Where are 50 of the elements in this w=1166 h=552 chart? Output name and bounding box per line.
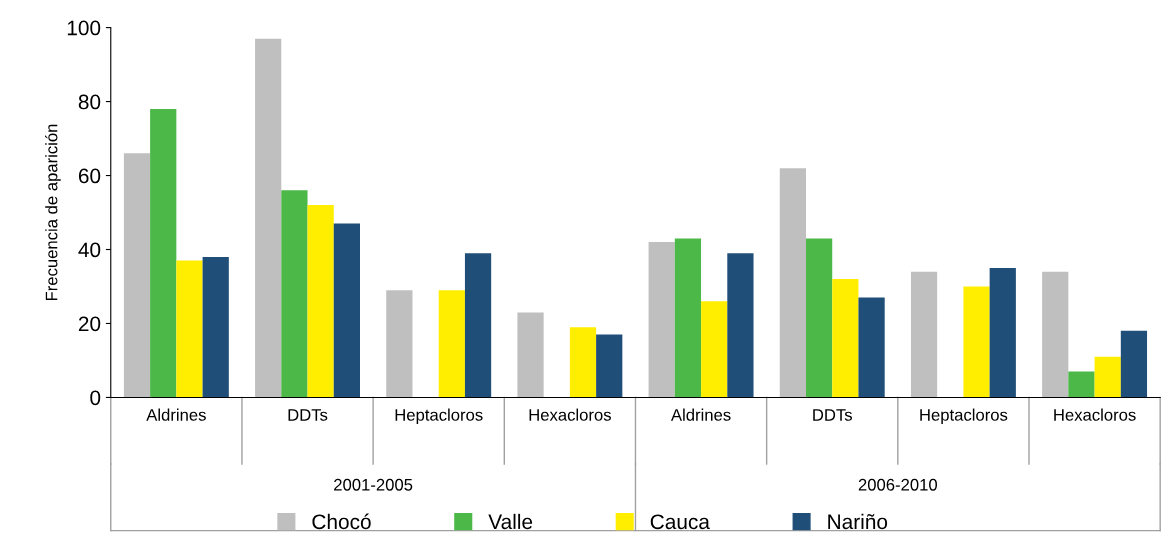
legend-label: Nariño xyxy=(828,513,888,530)
bar xyxy=(438,290,465,398)
x-tick-label: Aldrines xyxy=(670,408,731,421)
bar xyxy=(123,153,151,398)
bar xyxy=(963,286,990,398)
text: 2001-2005 xyxy=(334,478,413,491)
bar xyxy=(701,301,728,398)
y-tick-label: 60 xyxy=(78,168,101,184)
bar xyxy=(307,205,334,398)
y-tick-label: 40 xyxy=(78,242,101,258)
bar xyxy=(150,108,177,398)
bar xyxy=(596,334,623,398)
bar xyxy=(648,242,675,398)
legend-label: Valle xyxy=(488,513,533,530)
bar xyxy=(386,290,413,398)
x-tick-label: Hexacloros xyxy=(1054,408,1136,421)
x-tick-label: DDTs xyxy=(813,409,852,421)
x-tick-label: Aldrines xyxy=(146,408,206,421)
y-axis-title: Frecuencia de aparición xyxy=(45,124,61,301)
bar xyxy=(464,253,492,398)
x-tick-label: Heptacloros xyxy=(395,408,483,425)
bar xyxy=(202,256,229,398)
bar xyxy=(1042,271,1069,398)
bar xyxy=(1094,356,1121,398)
y-tick-label: 20 xyxy=(78,316,101,332)
bar xyxy=(910,271,938,398)
x-tick-label: Hexacloros xyxy=(529,408,611,421)
bar xyxy=(858,297,885,398)
bar xyxy=(832,279,859,398)
bar xyxy=(1120,330,1148,398)
bar xyxy=(779,168,806,398)
bar xyxy=(727,253,754,398)
text: 2006-2010 xyxy=(858,478,938,491)
bar xyxy=(989,268,1016,398)
y-tick-label: 0 xyxy=(90,390,101,406)
y-tick-label: 100 xyxy=(67,20,101,36)
bar xyxy=(517,312,544,398)
legend-label: Chocó xyxy=(312,513,371,530)
bar xyxy=(255,38,282,398)
x-tick-label: Heptacloros xyxy=(920,408,1008,425)
y-tick-label: 80 xyxy=(78,94,101,110)
bar xyxy=(569,327,597,398)
x-tick-label: DDTs xyxy=(288,409,328,421)
bar xyxy=(1068,371,1095,398)
bar xyxy=(333,223,360,398)
bar xyxy=(674,238,702,398)
bar xyxy=(806,238,833,398)
bar xyxy=(281,190,308,398)
legend-label: Cauca xyxy=(650,514,710,530)
bar xyxy=(176,260,203,398)
